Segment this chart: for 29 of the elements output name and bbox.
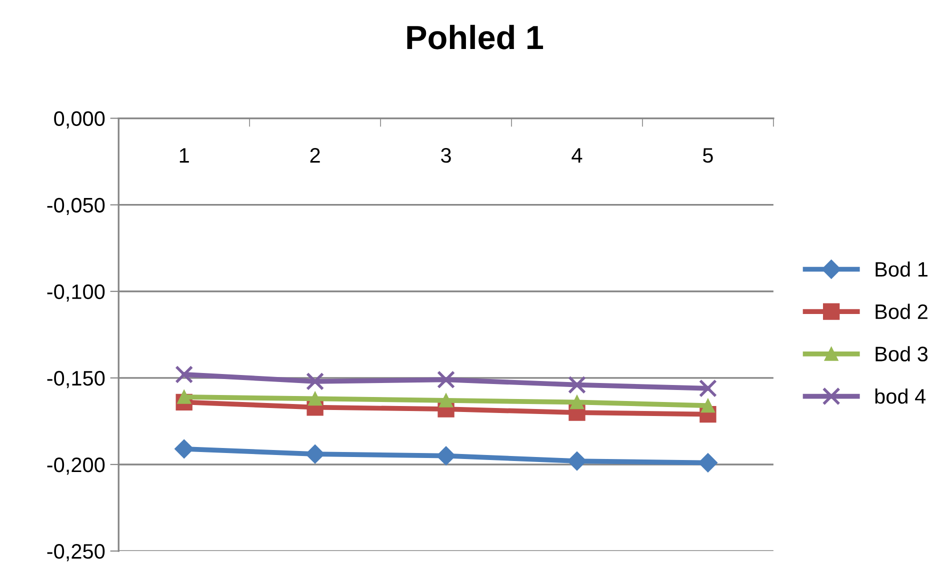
y-tick-label: -0,250 <box>47 544 105 562</box>
legend-label: Bod 3 <box>876 346 928 362</box>
point <box>306 372 324 390</box>
legend-label: Bod 2 <box>876 304 928 320</box>
point <box>175 365 194 384</box>
x-tick-label: 2 <box>310 148 320 163</box>
point <box>698 379 717 398</box>
y-tick-label: -0,150 <box>47 370 105 388</box>
point <box>437 370 456 389</box>
legend-label: bod 4 <box>875 388 926 404</box>
y-tick-label: -0,050 <box>47 198 105 216</box>
x-tick-label: 3 <box>441 148 451 163</box>
x-tick-label: 4 <box>572 148 582 163</box>
point <box>174 439 194 458</box>
point <box>701 398 715 413</box>
x-tick-label: 1 <box>180 148 189 163</box>
x-tick-label: 5 <box>702 148 713 163</box>
point <box>177 390 192 404</box>
chart-title: Pohled 1 <box>407 24 544 50</box>
point <box>308 392 322 406</box>
point <box>306 444 325 464</box>
y-tick-label: -0,200 <box>47 457 105 475</box>
y-tick-label: -0,100 <box>47 284 105 302</box>
y-tick-label: 0,000 <box>54 111 105 128</box>
point <box>568 376 586 394</box>
legend-label: Bod 1 <box>876 261 928 277</box>
point <box>439 393 453 408</box>
point <box>567 451 587 471</box>
point <box>570 395 584 410</box>
